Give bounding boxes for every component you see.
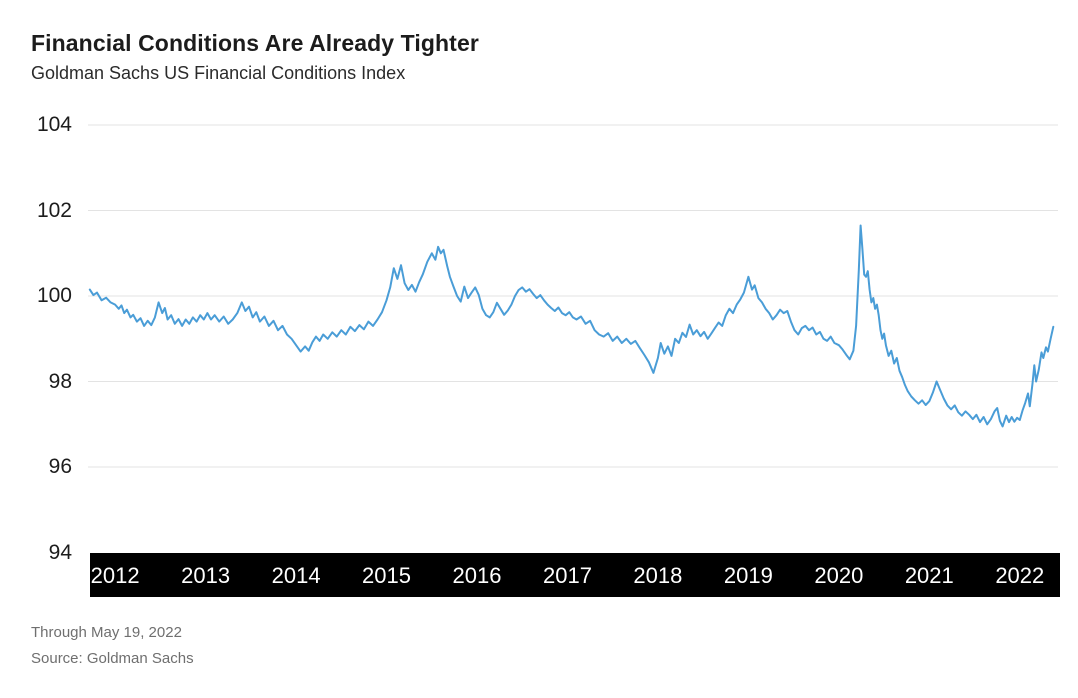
x-axis-bar: 2012 2013 2014 2015 2016 2017 2018 2019 2020 2021… [90,553,1060,597]
x-axis-year-label-2017: 2017 [543,563,592,588]
footnote-through-date: Through May 19, 2022 [31,624,182,641]
y-axis-label-96: 96 [48,455,72,478]
x-axis-year-label-2014: 2014 [271,563,321,588]
y-axis-label-102: 102 [36,198,72,222]
chart-subtitle: Goldman Sachs US Financial Conditions In… [31,63,406,83]
footnote-source: Source: Goldman Sachs [31,650,194,667]
x-axis-year-label-2019: 2019 [723,563,773,588]
fci-line-series [88,224,1055,428]
y-axis-label-98: 98 [48,369,72,393]
x-axis-year-label-2016: 2016 [452,563,502,588]
y-axis-label-100: 100 [36,284,72,307]
gridlines [88,124,1058,468]
x-axis-year-label-2020: 2020 [814,563,864,588]
x-axis-year-label-2021: 2021 [904,563,954,588]
x-axis-year-label-2022: 2022 [995,563,1045,588]
page-title: Financial Conditions Are Already Tighter [31,30,479,56]
y-axis-label-94: 94 [48,540,72,564]
line-chart-svg [88,124,1058,468]
x-axis-year-label-2015: 2015 [362,563,411,588]
x-axis-year-label-2013: 2013 [181,563,231,588]
x-axis-year-label-2018: 2018 [633,563,683,588]
x-axis-year-label-2012: 2012 [90,563,140,588]
y-axis-label-104: 104 [36,113,72,136]
